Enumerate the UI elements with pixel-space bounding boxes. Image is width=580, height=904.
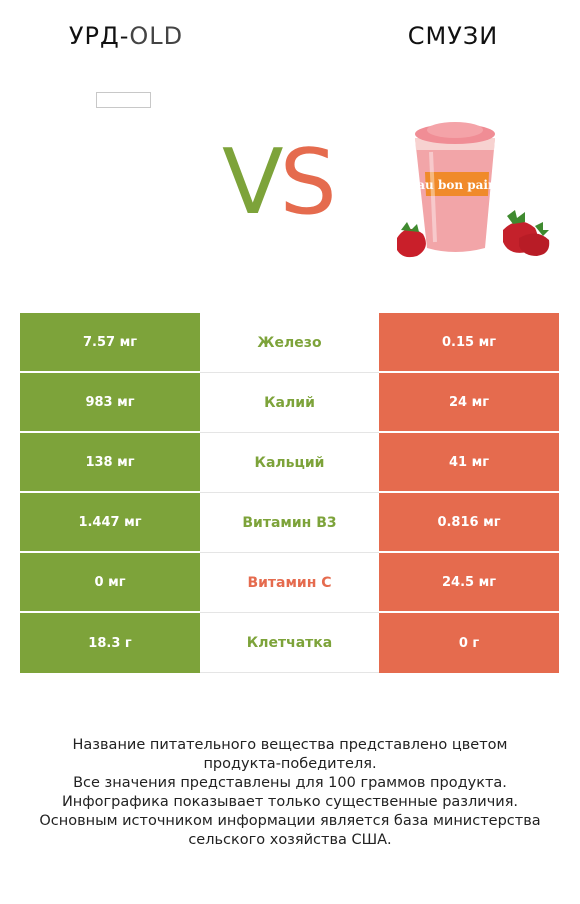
cup-highlight — [429, 151, 437, 243]
table-row: 18.3 г Клетчатка 0 г — [20, 613, 559, 673]
smoothie-swirl — [427, 122, 483, 138]
right-value: 24 мг — [379, 373, 559, 433]
right-value: 41 мг — [379, 433, 559, 493]
left-value: 0 мг — [20, 553, 200, 613]
footer-line: продукта-победителя. — [203, 756, 377, 772]
nutrient-label: Клетчатка — [200, 613, 379, 673]
left-product-title-main: УРД- — [68, 22, 130, 50]
left-product-title-rest: OLD — [129, 22, 184, 50]
left-product-title: УРД-OLD — [26, 22, 226, 50]
right-value: 0 г — [379, 613, 559, 673]
vs-v: V — [222, 130, 284, 235]
right-product-title: СМУЗИ — [407, 22, 499, 50]
left-value: 138 мг — [20, 433, 200, 493]
table-row: 0 мг Витамин C 24.5 мг — [20, 553, 559, 613]
nutrient-label: Витамин B3 — [200, 493, 379, 553]
footer-line: Инфографика показывает только существенн… — [61, 794, 519, 810]
table-row: 7.57 мг Железо 0.15 мг — [20, 313, 559, 373]
right-value: 0.816 мг — [379, 493, 559, 553]
nutrient-label: Калий — [200, 373, 379, 433]
right-value: 0.15 мг — [379, 313, 559, 373]
footer-notes: Название питательного вещества представл… — [20, 736, 560, 850]
footer-line: Название питательного вещества представл… — [72, 737, 508, 753]
vs-s: S — [279, 130, 337, 235]
nutrient-label: Железо — [200, 313, 379, 373]
strawberry-left-icon — [397, 222, 426, 258]
strawberry-right-icon — [503, 210, 550, 256]
nutrient-label: Витамин C — [200, 553, 379, 613]
cup-brand-text: au bon pain — [417, 178, 497, 192]
table-row: 1.447 мг Витамин B3 0.816 мг — [20, 493, 559, 553]
left-value: 983 мг — [20, 373, 200, 433]
left-value: 1.447 мг — [20, 493, 200, 553]
footer-line: Основным источником информации является … — [39, 813, 541, 829]
vs-logo: VS — [222, 138, 337, 228]
table-row: 138 мг Кальций 41 мг — [20, 433, 559, 493]
left-value: 7.57 мг — [20, 313, 200, 373]
table-row: 983 мг Калий 24 мг — [20, 373, 559, 433]
left-value: 18.3 г — [20, 613, 200, 673]
cup-label-band — [425, 172, 489, 196]
smoothie-image: au bon pain — [397, 122, 550, 258]
footer-line: сельского хозяйства США. — [188, 832, 392, 848]
nutrient-label: Кальций — [200, 433, 379, 493]
right-value: 24.5 мг — [379, 553, 559, 613]
footer-line: Все значения представлены для 100 граммо… — [73, 775, 507, 791]
left-product-image — [96, 92, 151, 108]
comparison-table: 7.57 мг Железо 0.15 мг 983 мг Калий 24 м… — [20, 313, 559, 673]
